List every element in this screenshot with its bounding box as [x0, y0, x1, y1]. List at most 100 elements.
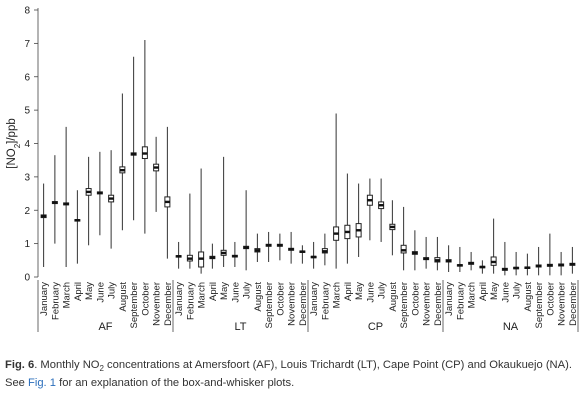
month-label: August	[523, 282, 534, 312]
month-label: September	[129, 282, 140, 328]
box-CP-June	[366, 178, 373, 241]
caption-sub: 2	[99, 364, 104, 374]
median-mark	[344, 230, 350, 234]
caption-text-c: See	[5, 377, 29, 390]
caption-text-a: . Monthly NO	[34, 359, 100, 371]
box-AF-June	[96, 151, 103, 236]
median-mark	[153, 166, 159, 169]
caption-figure-link[interactable]: Fig. 1	[28, 377, 56, 390]
median-mark	[536, 264, 542, 268]
y-axis: 0 1 2 3 4 5 6 7 8	[24, 6, 39, 284]
box-LT-December	[299, 245, 306, 264]
box-CP-November	[423, 236, 430, 269]
box-AF-March	[63, 126, 70, 267]
median-mark	[322, 250, 328, 253]
median-mark	[209, 256, 215, 259]
y-tick-label: 6	[24, 72, 30, 83]
box-LT-April	[209, 243, 216, 269]
month-label: June	[365, 282, 376, 303]
box-LT-March	[198, 168, 205, 274]
box-NA-June	[501, 241, 508, 276]
group-label: AF	[98, 321, 112, 333]
box-CP-July	[378, 178, 385, 242]
box-LT-May	[220, 156, 227, 267]
y-axis-title-sub: 2	[13, 143, 22, 148]
median-mark	[333, 232, 339, 235]
median-mark	[187, 257, 193, 260]
median-mark	[288, 248, 294, 251]
month-label: April	[478, 282, 489, 301]
box-AF-October	[141, 40, 148, 234]
box-AF-August	[119, 93, 126, 231]
month-label: November	[557, 282, 568, 326]
month-label: May	[354, 282, 365, 300]
median-mark	[243, 246, 249, 249]
median-mark	[176, 255, 182, 258]
median-mark	[479, 265, 485, 269]
month-label: November	[287, 282, 298, 326]
median-mark	[86, 190, 92, 194]
median-mark	[119, 169, 125, 172]
month-label: July	[107, 282, 118, 299]
median-mark	[513, 266, 519, 270]
box-LT-August	[254, 233, 261, 262]
month-label: October	[545, 282, 556, 316]
median-mark	[412, 251, 418, 255]
month-label: June	[95, 282, 106, 303]
caption-fig-label: Fig. 6	[5, 359, 35, 371]
median-mark	[108, 197, 114, 200]
y-tick-label: 2	[24, 206, 30, 217]
box-LT-July	[243, 190, 250, 271]
median-mark	[547, 264, 553, 267]
box-NA-December	[569, 246, 576, 274]
median-mark	[378, 204, 384, 207]
box-AF-April	[74, 190, 81, 264]
y-tick-label: 3	[24, 172, 30, 183]
y-tick-label: 4	[24, 139, 30, 150]
box-CP-October	[411, 230, 418, 271]
caption-text-b: concentrations at Amersfoort (AF), Louis…	[103, 359, 572, 371]
month-label: February	[50, 282, 61, 320]
month-label: February	[455, 282, 466, 320]
group-label: NA	[503, 321, 519, 333]
month-label: January	[444, 282, 455, 316]
box-AF-January	[40, 183, 47, 267]
month-label: March	[467, 282, 478, 308]
box-NA-April	[479, 260, 486, 274]
median-mark	[457, 264, 463, 267]
box-CP-February	[321, 233, 328, 266]
month-label: August	[388, 282, 399, 312]
box-CP-April	[344, 173, 351, 264]
month-label: February	[185, 282, 196, 320]
box-NA-January	[445, 245, 452, 272]
box-AF-November	[153, 136, 160, 212]
y-tick-label: 1	[24, 239, 30, 250]
median-mark	[389, 225, 395, 229]
month-label: December	[568, 282, 579, 326]
month-label: December	[433, 282, 444, 326]
box-NA-September	[535, 246, 542, 276]
median-mark	[491, 260, 497, 264]
y-axis-title: [NO2]/ppb	[6, 118, 22, 168]
box-CP-September	[400, 206, 407, 271]
month-label: March	[332, 282, 343, 308]
month-label: November	[422, 282, 433, 326]
median-mark	[63, 202, 69, 206]
month-label: April	[73, 282, 84, 301]
box-LT-June	[231, 241, 238, 267]
median-mark	[142, 152, 148, 155]
month-label: December	[298, 282, 309, 326]
month-label: April	[208, 282, 219, 301]
group-label: CP	[368, 321, 383, 333]
box-NA-May	[490, 218, 497, 274]
box-NA-November	[558, 251, 565, 276]
box-NA-August	[524, 253, 531, 276]
month-label: August	[118, 282, 129, 312]
box-NA-October	[546, 233, 553, 276]
box-NA-March	[468, 251, 475, 271]
median-mark	[299, 250, 305, 253]
box-CP-December	[434, 236, 441, 271]
month-label: November	[152, 282, 163, 326]
month-label: July	[242, 282, 253, 299]
